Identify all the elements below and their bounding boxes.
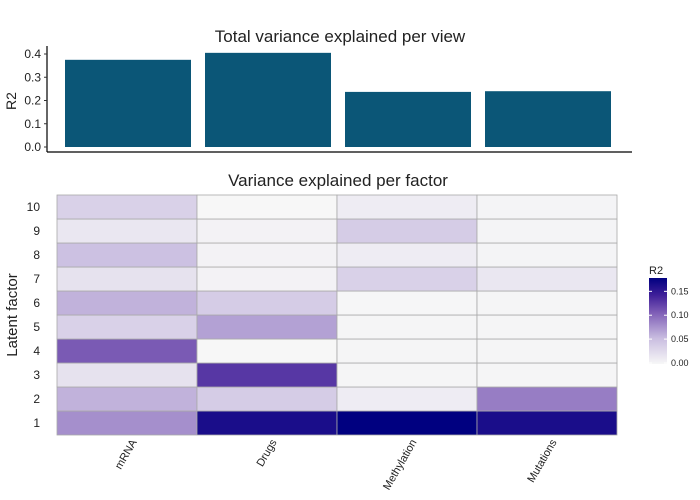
heatmap-y-tick-label: 7 <box>33 272 40 286</box>
heatmap-cell <box>196 410 338 436</box>
heatmap-cell <box>336 314 478 340</box>
heatmap-cell <box>476 338 618 364</box>
heatmap-cell <box>196 194 338 220</box>
heatmap-cell <box>56 338 198 364</box>
legend-tick-label: 0.10 <box>671 310 689 320</box>
heatmap-cell <box>56 410 198 436</box>
heatmap-cell <box>56 194 198 220</box>
heatmap-cell <box>336 386 478 412</box>
bar-y-tick-label: 0.2 <box>24 94 41 108</box>
bar-y-tick-label: 0.3 <box>24 70 41 84</box>
bar-y-tick-label: 0.1 <box>24 117 41 131</box>
heatmap-y-tick-label: 3 <box>33 368 40 382</box>
heatmap-cell <box>476 194 618 220</box>
heatmap-cell <box>476 362 618 388</box>
heatmap-y-tick-label: 6 <box>33 296 40 310</box>
heatmap-cell <box>336 362 478 388</box>
heatmap-y-tick-label: 4 <box>33 344 40 358</box>
heatmap-cell <box>476 290 618 316</box>
heatmap-y-tick-label: 2 <box>33 392 40 406</box>
heatmap-cell <box>196 386 338 412</box>
heatmap-cell <box>56 266 198 292</box>
heatmap-cell <box>56 386 198 412</box>
legend-tick-label: 0.15 <box>671 286 689 296</box>
heatmap-x-tick-label: Drugs <box>255 437 280 469</box>
heatmap-cell <box>476 410 618 436</box>
heatmap-x-tick-label: Mutations <box>525 437 559 485</box>
bar-mutations <box>485 91 611 147</box>
heatmap-cell <box>56 362 198 388</box>
heatmap-cell <box>196 338 338 364</box>
heatmap-cell <box>56 242 198 268</box>
bar-chart-title: Total variance explained per view <box>215 27 466 46</box>
heatmap-cell <box>196 242 338 268</box>
heatmap-cell <box>476 266 618 292</box>
heatmap-cell <box>336 266 478 292</box>
bar-methylation <box>345 91 471 147</box>
heatmap-cell <box>476 242 618 268</box>
bar-mrna <box>65 59 191 147</box>
heatmap-cell <box>336 338 478 364</box>
heatmap-x-tick-label: mRNA <box>113 437 140 472</box>
legend-colorbar <box>649 278 667 364</box>
heatmap-cell <box>196 362 338 388</box>
heatmap-y-label: Latent factor <box>4 273 21 356</box>
heatmap-cell <box>56 290 198 316</box>
heatmap-cell <box>56 314 198 340</box>
heatmap-title: Variance explained per factor <box>228 171 448 190</box>
heatmap-cell <box>336 242 478 268</box>
heatmap-cell <box>196 314 338 340</box>
heatmap-cell <box>476 386 618 412</box>
heatmap-cell <box>56 218 198 244</box>
heatmap-y-tick-label: 5 <box>33 320 40 334</box>
heatmap-cell <box>336 410 478 436</box>
heatmap-y-tick-label: 1 <box>33 416 40 430</box>
bar-y-label: R2 <box>3 92 19 110</box>
bar-y-tick-label: 0.4 <box>24 47 41 61</box>
bar-drugs <box>205 52 331 147</box>
heatmap-cell <box>476 218 618 244</box>
legend-title: R2 <box>649 265 663 277</box>
heatmap-cell <box>196 218 338 244</box>
legend-tick-label: 0.05 <box>671 334 689 344</box>
heatmap-cell <box>336 290 478 316</box>
heatmap-y-tick-label: 9 <box>33 224 40 238</box>
bar-y-tick-label: 0.0 <box>24 140 41 154</box>
heatmap-cell <box>336 194 478 220</box>
heatmap-y-tick-label: 8 <box>33 248 40 262</box>
heatmap-x-tick-label: Methylation <box>381 438 420 493</box>
heatmap-cell <box>196 290 338 316</box>
legend-tick-label: 0.00 <box>671 358 689 368</box>
heatmap-cell <box>476 314 618 340</box>
heatmap-y-tick-label: 10 <box>27 200 41 214</box>
heatmap-cell <box>196 266 338 292</box>
heatmap-cell <box>336 218 478 244</box>
